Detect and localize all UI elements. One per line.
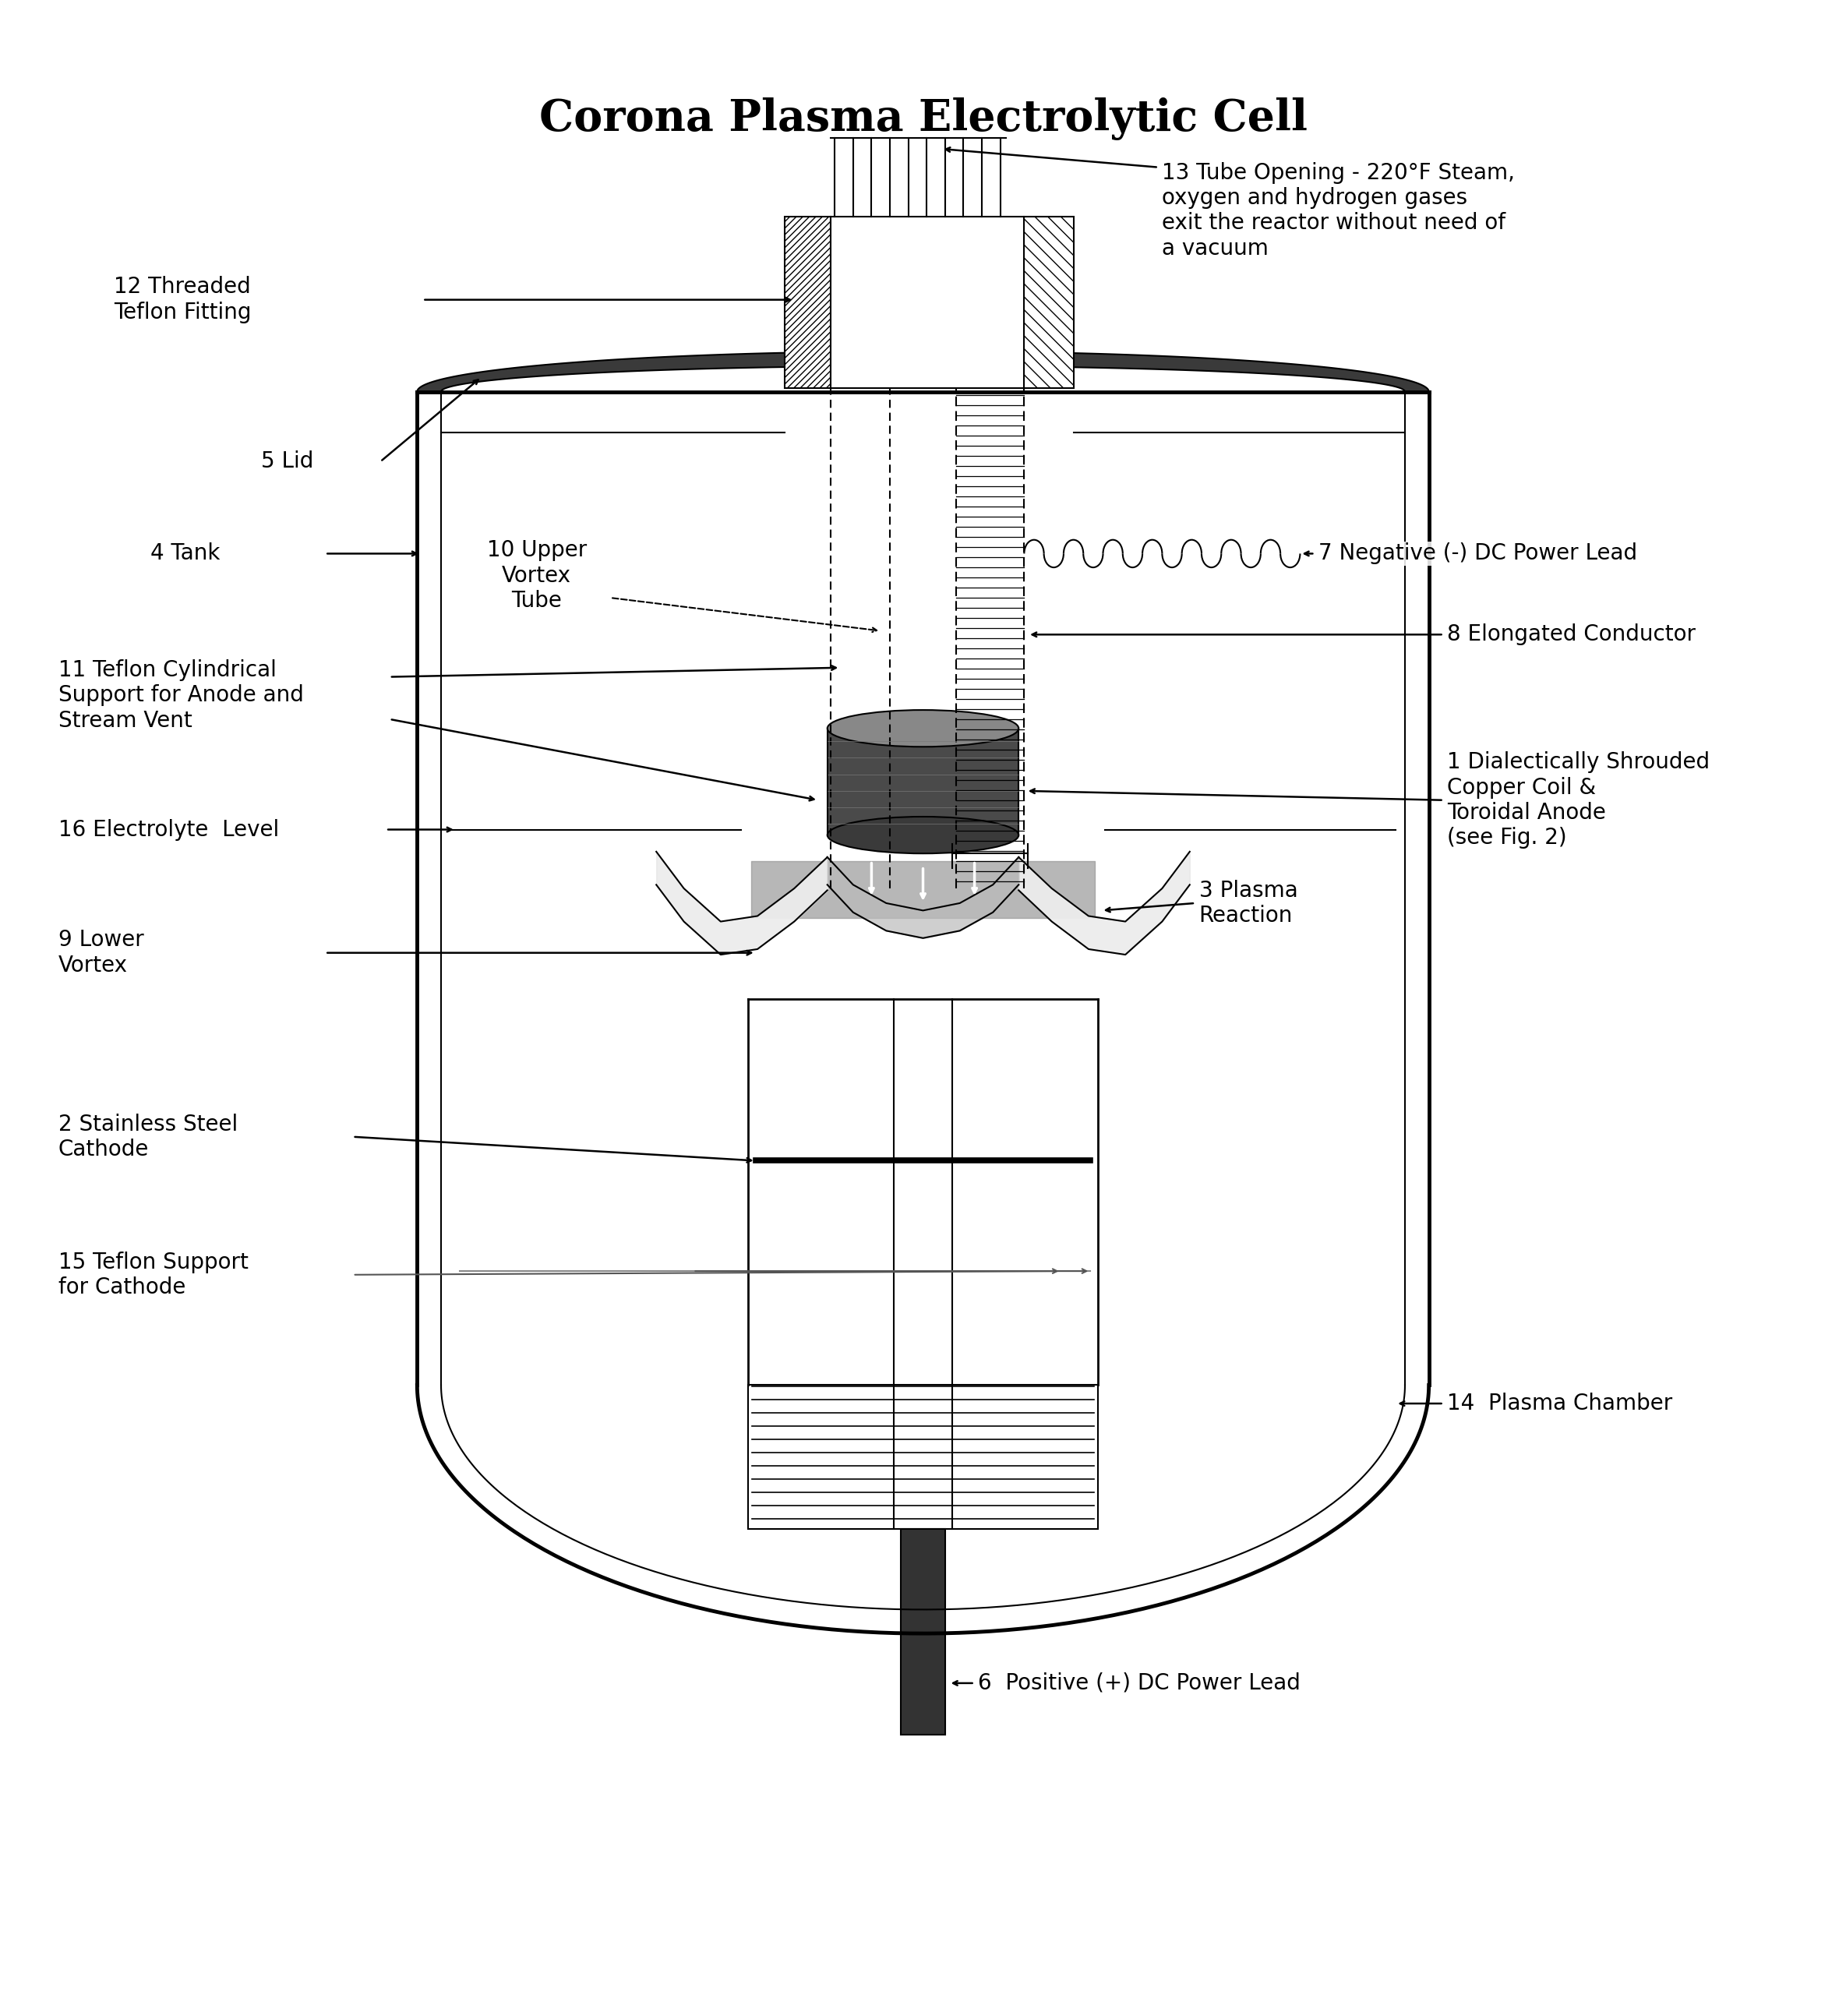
Text: 6  Positive (+) DC Power Lead: 6 Positive (+) DC Power Lead	[978, 1671, 1301, 1693]
Text: 11 Teflon Cylindrical
Support for Anode and
Stream Vent: 11 Teflon Cylindrical Support for Anode …	[59, 659, 305, 732]
Text: 7 Negative (-) DC Power Lead: 7 Negative (-) DC Power Lead	[1318, 542, 1637, 564]
Text: 16 Electrolyte  Level: 16 Electrolyte Level	[59, 818, 279, 841]
Bar	[785, 218, 831, 387]
Bar	[1025, 218, 1074, 387]
Text: 15 Teflon Support
for Cathode: 15 Teflon Support for Cathode	[59, 1252, 249, 1298]
Text: 13 Tube Opening - 220°F Steam,
oxygen and hydrogen gases
exit the reactor withou: 13 Tube Opening - 220°F Steam, oxygen an…	[1163, 161, 1516, 260]
Polygon shape	[417, 351, 1429, 391]
Text: 2 Stainless Steel
Cathode: 2 Stainless Steel Cathode	[59, 1113, 238, 1161]
Bar	[901, 1528, 945, 1734]
Ellipse shape	[827, 710, 1019, 746]
Text: 5 Lid: 5 Lid	[260, 452, 314, 472]
Bar	[831, 218, 1025, 387]
Ellipse shape	[827, 816, 1019, 853]
Text: 3 Plasma
Reaction: 3 Plasma Reaction	[1198, 879, 1298, 927]
Text: 12 Threaded
Teflon Fitting: 12 Threaded Teflon Fitting	[114, 276, 251, 323]
Text: 4 Tank: 4 Tank	[150, 542, 220, 564]
Text: 1 Dialectically Shrouded
Copper Coil &
Toroidal Anode
(see Fig. 2): 1 Dialectically Shrouded Copper Coil & T…	[1447, 752, 1709, 849]
Bar	[827, 728, 1019, 835]
Text: Corona Plasma Electrolytic Cell: Corona Plasma Electrolytic Cell	[539, 97, 1307, 141]
Text: 9 Lower
Vortex: 9 Lower Vortex	[59, 929, 144, 976]
Bar	[748, 1385, 1098, 1528]
Text: 8 Elongated Conductor: 8 Elongated Conductor	[1447, 623, 1696, 645]
Text: 10 Upper
Vortex
Tube: 10 Upper Vortex Tube	[487, 540, 587, 611]
Text: 14  Plasma Chamber: 14 Plasma Chamber	[1447, 1393, 1672, 1415]
